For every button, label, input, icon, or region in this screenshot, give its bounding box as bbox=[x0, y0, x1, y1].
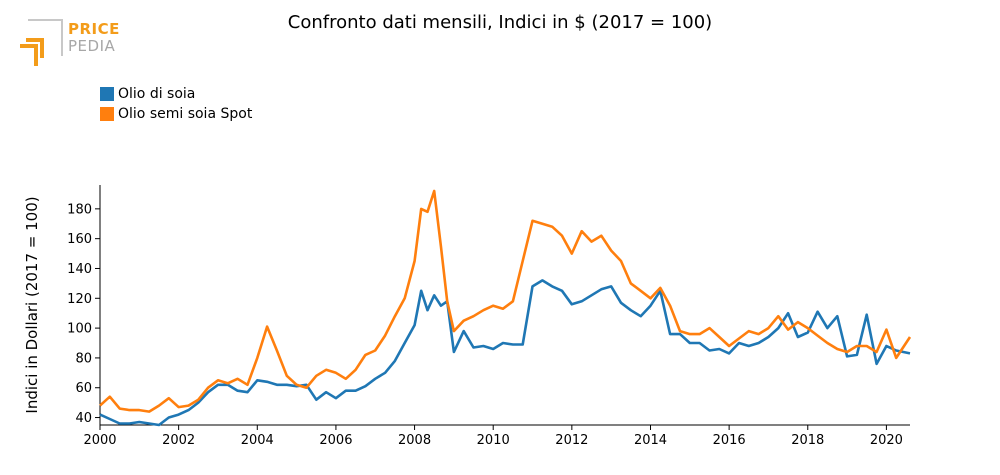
y-tick-label: 120 bbox=[67, 292, 92, 307]
x-tick-2000: 2000 bbox=[83, 425, 117, 448]
legend-swatch-series-2 bbox=[100, 107, 114, 121]
y-tick-label: 180 bbox=[67, 202, 92, 217]
x-tick-label: 2000 bbox=[83, 433, 116, 448]
x-tick-label: 2008 bbox=[398, 433, 431, 448]
chart-legend: Olio di soia Olio semi soia Spot bbox=[100, 84, 252, 124]
y-tick-140: 140 bbox=[67, 262, 100, 277]
legend-label-series-2: Olio semi soia Spot bbox=[118, 106, 253, 122]
x-tick-label: 2016 bbox=[713, 433, 746, 448]
y-tick-label: 80 bbox=[75, 351, 92, 366]
pricepedia-logo: PRICE PEDIA bbox=[18, 18, 128, 68]
x-tick-2002: 2002 bbox=[162, 425, 195, 448]
x-tick-2014: 2014 bbox=[634, 425, 667, 448]
y-tick-120: 120 bbox=[67, 292, 100, 307]
y-axis-label: Indici in Dollari (2017 = 100) bbox=[23, 196, 41, 413]
chart-axes: 2000 2002 2004 2006 2008 2010 2012 2014 2016 2018… bbox=[67, 185, 910, 448]
y-tick-40: 40 bbox=[75, 411, 100, 426]
series-line-2 bbox=[99, 189, 912, 413]
y-tick-100: 100 bbox=[67, 322, 100, 337]
x-tick-2012: 2012 bbox=[555, 425, 588, 448]
chart-title: Confronto dati mensili, Indici in $ (201… bbox=[287, 12, 713, 33]
x-tick-label: 2012 bbox=[555, 433, 588, 448]
y-tick-label: 60 bbox=[75, 381, 92, 396]
y-tick-180: 180 bbox=[67, 202, 100, 217]
x-tick-2016: 2016 bbox=[713, 425, 746, 448]
x-tick-label: 2010 bbox=[477, 433, 510, 448]
chart-series bbox=[99, 189, 912, 427]
logo-word-price: PRICE bbox=[68, 20, 120, 38]
y-tick-60: 60 bbox=[75, 381, 100, 396]
legend-label-series-1: Olio di soia bbox=[118, 86, 196, 102]
y-tick-label: 100 bbox=[67, 322, 92, 337]
x-tick-2010: 2010 bbox=[477, 425, 510, 448]
y-tick-label: 160 bbox=[67, 232, 92, 247]
x-tick-label: 2018 bbox=[791, 433, 824, 448]
legend-swatch-series-1 bbox=[100, 87, 114, 101]
x-tick-label: 2020 bbox=[870, 433, 903, 448]
pricepedia-logo-mark bbox=[20, 19, 63, 66]
y-tick-label: 40 bbox=[75, 411, 92, 426]
x-tick-label: 2014 bbox=[634, 433, 667, 448]
x-tick-label: 2006 bbox=[319, 433, 352, 448]
y-tick-label: 140 bbox=[67, 262, 92, 277]
y-tick-160: 160 bbox=[67, 232, 100, 247]
legend-item-series-1: Olio di soia bbox=[100, 84, 252, 104]
x-tick-2020: 2020 bbox=[870, 425, 903, 448]
x-tick-label: 2002 bbox=[162, 433, 195, 448]
series-line-1 bbox=[99, 279, 911, 427]
x-tick-2006: 2006 bbox=[319, 425, 352, 448]
x-tick-2004: 2004 bbox=[241, 425, 274, 448]
x-tick-2018: 2018 bbox=[791, 425, 824, 448]
y-tick-80: 80 bbox=[75, 351, 100, 366]
x-tick-label: 2004 bbox=[241, 433, 274, 448]
logo-word-pedia: PEDIA bbox=[68, 37, 116, 55]
x-tick-2008: 2008 bbox=[398, 425, 431, 448]
legend-item-series-2: Olio semi soia Spot bbox=[100, 104, 252, 124]
